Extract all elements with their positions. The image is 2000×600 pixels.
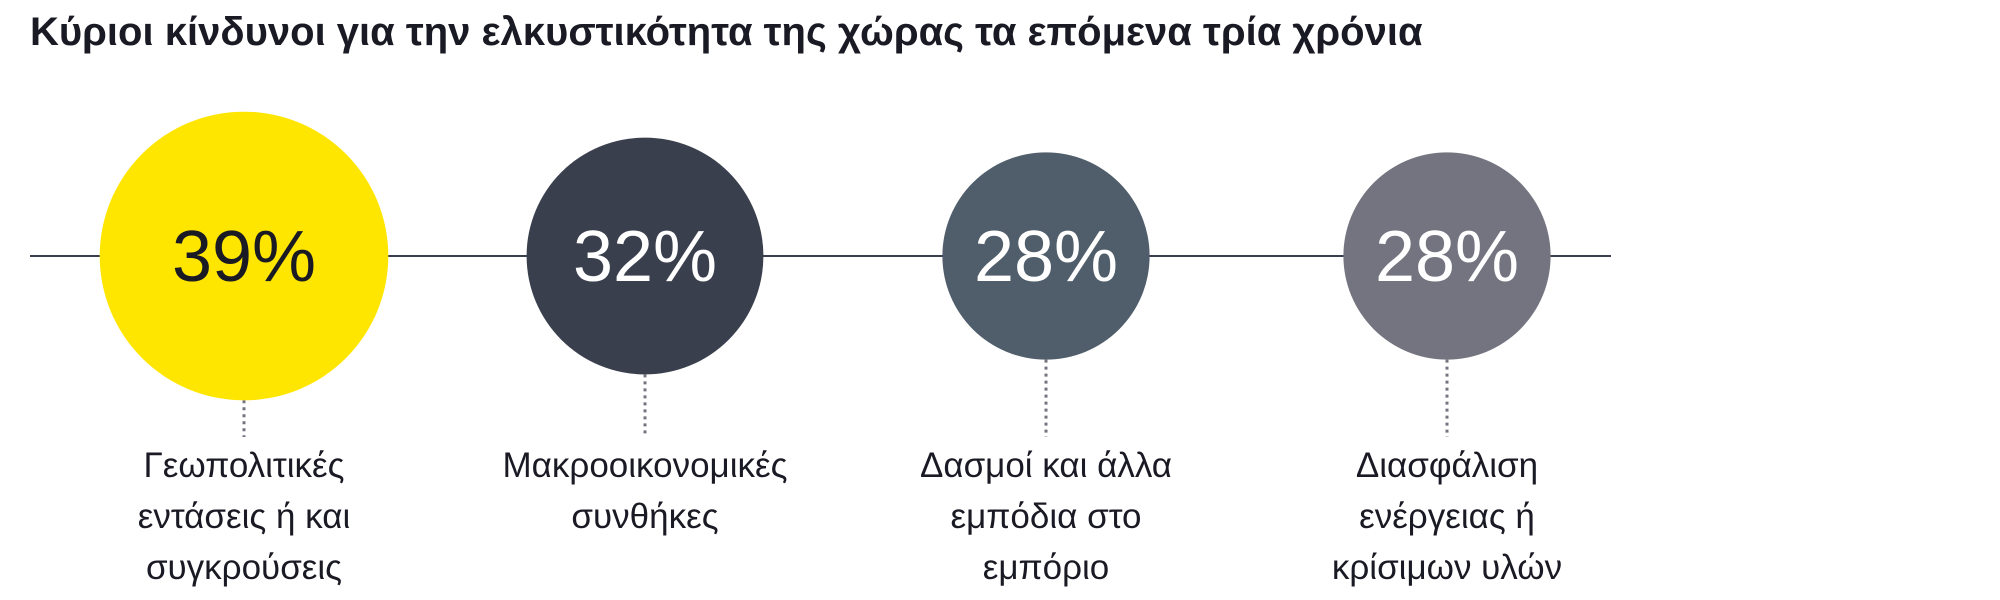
category-label: Δασμοί και άλλα εμπόδια στο εμπόριο — [919, 446, 1173, 587]
category-label: Μακροοικονομικές συνθήκες — [502, 446, 788, 536]
category-label: Γεωπολιτικές εντάσεις ή και συγκρούσεις — [137, 446, 351, 587]
bubble — [526, 137, 764, 375]
value-label: 28% — [974, 217, 1118, 297]
value-label: 28% — [1375, 217, 1519, 297]
bubble — [99, 111, 389, 401]
value-label: 32% — [573, 217, 717, 297]
bubble — [942, 152, 1150, 360]
bubble — [1343, 152, 1551, 360]
chart-title: Κύριοι κίνδυνοι για την ελκυστικότητα τη… — [30, 10, 1423, 54]
value-label: 39% — [172, 217, 316, 297]
category-label: Διασφάλιση ενέργειας ή κρίσιμων υλών — [1331, 446, 1563, 587]
